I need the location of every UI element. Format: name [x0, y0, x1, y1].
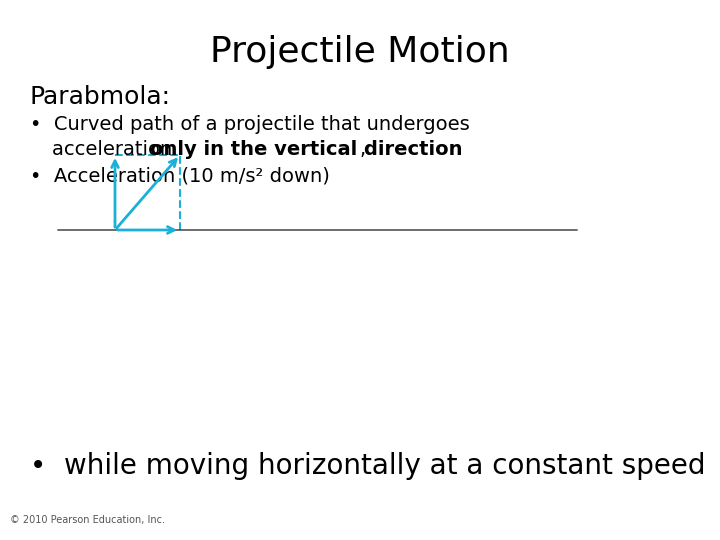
Text: •  Curved path of a projectile that undergoes: • Curved path of a projectile that under…	[30, 115, 469, 134]
Text: ,: ,	[360, 140, 366, 159]
Text: •  Acceleration (10 m/s² down): • Acceleration (10 m/s² down)	[30, 167, 330, 186]
Text: Parabmola:: Parabmola:	[30, 85, 171, 109]
Text: only in the vertical direction: only in the vertical direction	[150, 140, 462, 159]
Text: acceleration: acceleration	[52, 140, 179, 159]
Text: Projectile Motion: Projectile Motion	[210, 35, 510, 69]
Text: •  while moving horizontally at a constant speed: • while moving horizontally at a constan…	[30, 452, 706, 480]
Text: © 2010 Pearson Education, Inc.: © 2010 Pearson Education, Inc.	[10, 515, 165, 525]
